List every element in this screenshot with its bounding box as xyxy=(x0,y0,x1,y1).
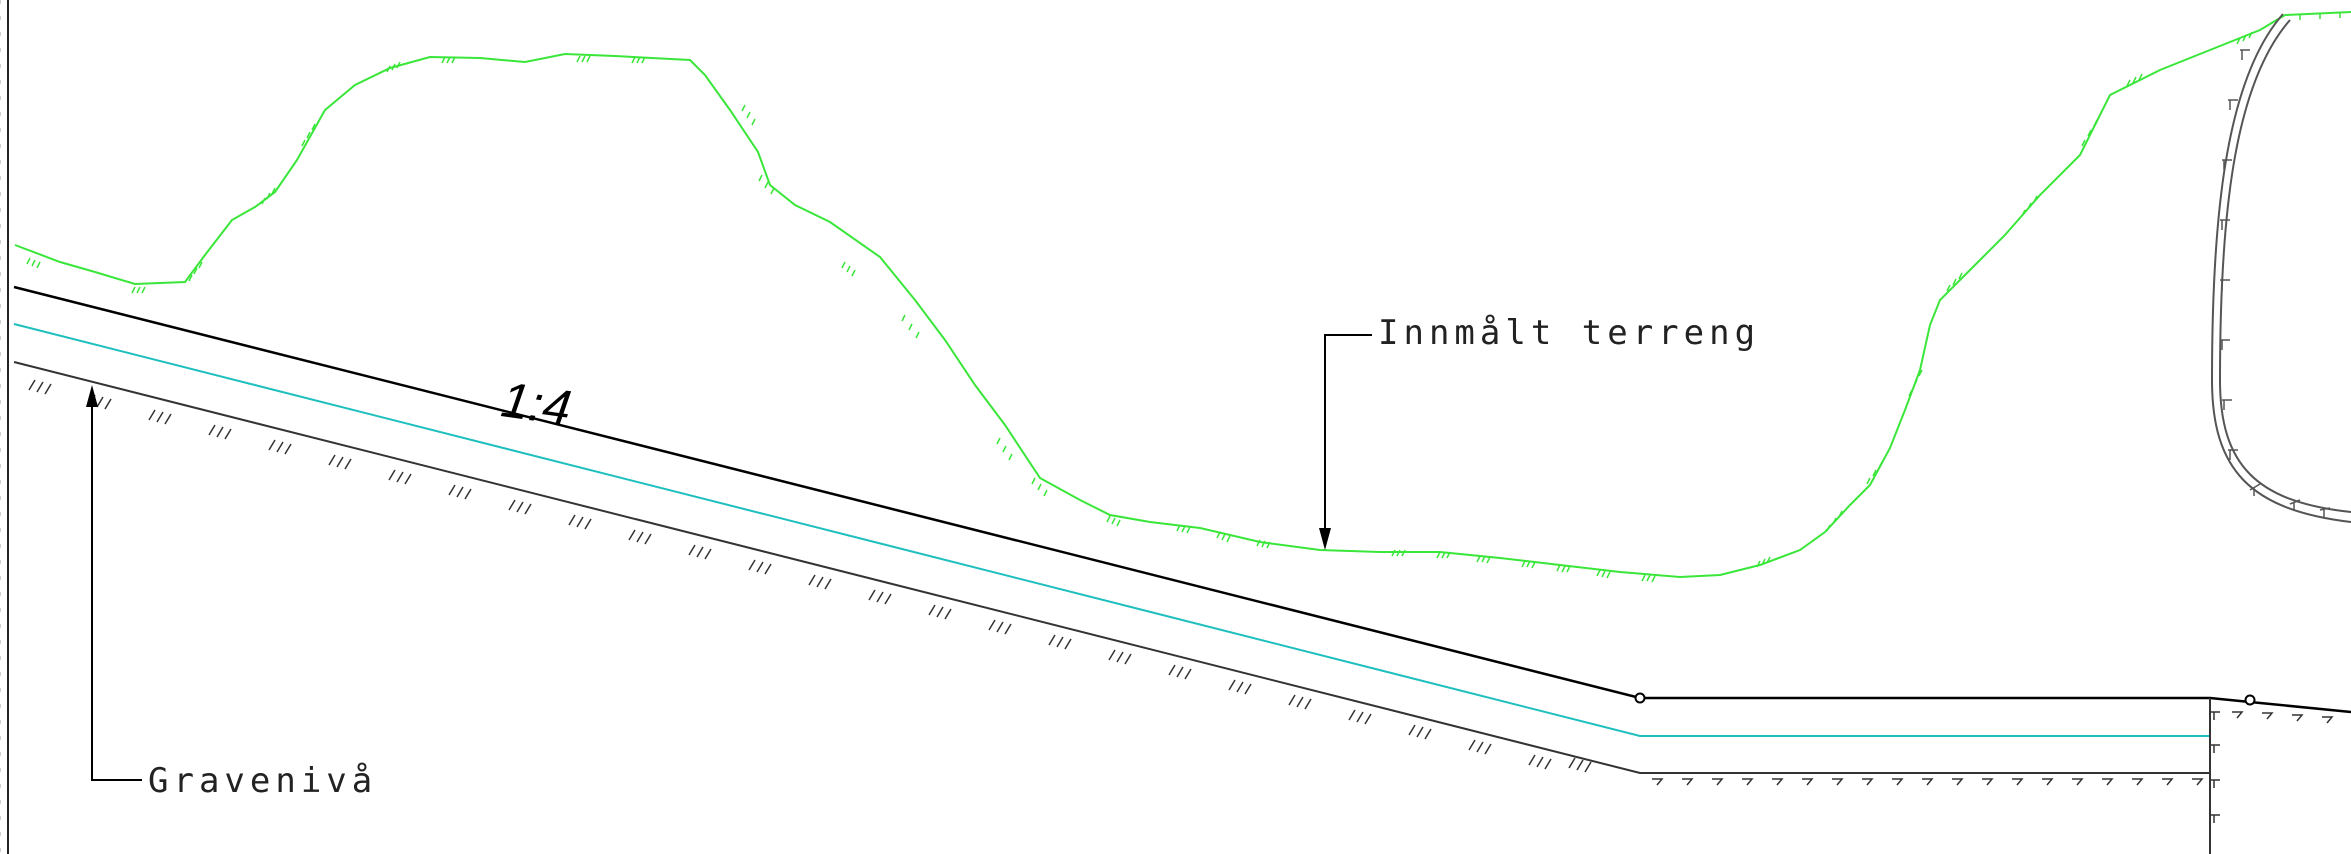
excavation-arrow-head xyxy=(86,385,98,407)
slope-ratio-label: 1:4 xyxy=(498,371,575,436)
excavation-line xyxy=(13,361,2210,774)
terrain-line xyxy=(14,14,2286,579)
terrain-hatch xyxy=(26,12,2341,583)
measured-terrain xyxy=(14,11,2351,583)
tunnel-contour xyxy=(2210,13,2351,523)
excavation-hatch xyxy=(28,379,1592,773)
excavation-bottom xyxy=(13,361,2210,786)
break-point-marker-right xyxy=(2244,694,2256,706)
terrain-label: Innmålt terreng xyxy=(1378,313,1760,353)
design-surface-line xyxy=(13,285,2351,714)
excavation-callout: Gravenivå xyxy=(86,385,377,801)
terrain-arrow-head xyxy=(1319,528,1331,550)
bottom-hatch xyxy=(1652,778,2204,786)
design-surface: 1:4 xyxy=(13,285,2351,714)
break-point-marker xyxy=(1634,692,1646,704)
layer-line xyxy=(13,323,2210,737)
vertical-wall xyxy=(2209,698,2334,854)
excavation-label: Gravenivå xyxy=(148,761,377,801)
terrain-callout: Innmålt terreng xyxy=(1319,313,1760,550)
left-frame xyxy=(0,0,9,854)
